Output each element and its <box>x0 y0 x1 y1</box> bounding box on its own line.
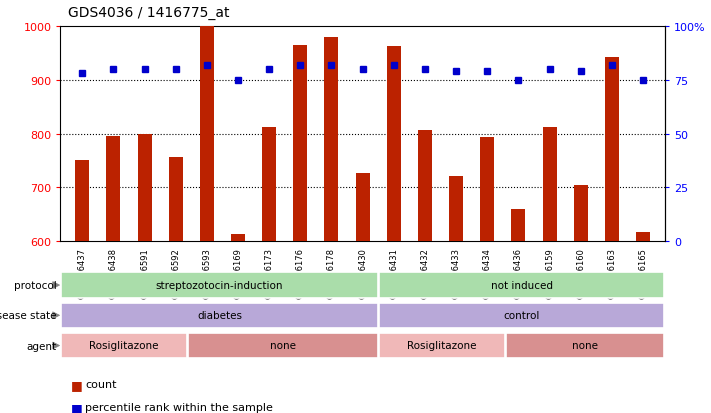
Polygon shape <box>53 342 60 349</box>
Text: disease state: disease state <box>0 311 57 320</box>
Bar <box>188 333 378 358</box>
Text: agent: agent <box>27 341 57 351</box>
Bar <box>574 185 588 242</box>
Bar <box>262 128 276 242</box>
Bar <box>61 303 378 328</box>
Text: ■: ■ <box>71 378 83 391</box>
Bar <box>511 209 525 242</box>
Text: control: control <box>503 310 540 320</box>
Bar <box>231 234 245 242</box>
Text: streptozotocin-induction: streptozotocin-induction <box>156 280 283 290</box>
Text: none: none <box>270 340 296 350</box>
Bar <box>107 137 120 242</box>
Bar <box>449 176 463 242</box>
Text: GDS4036 / 1416775_at: GDS4036 / 1416775_at <box>68 6 229 20</box>
Bar <box>506 333 664 358</box>
Text: none: none <box>572 340 598 350</box>
Text: percentile rank within the sample: percentile rank within the sample <box>85 402 273 412</box>
Bar <box>324 38 338 242</box>
Bar <box>61 333 187 358</box>
Bar <box>480 138 494 242</box>
Text: diabetes: diabetes <box>197 310 242 320</box>
Bar <box>387 47 401 242</box>
Bar <box>200 27 214 242</box>
Bar <box>379 273 664 298</box>
Text: not induced: not induced <box>491 280 552 290</box>
Bar <box>356 173 370 242</box>
Bar <box>61 273 378 298</box>
Bar <box>294 45 307 242</box>
Text: ■: ■ <box>71 401 83 413</box>
Polygon shape <box>53 312 60 319</box>
Bar <box>379 333 505 358</box>
Polygon shape <box>53 282 60 289</box>
Text: count: count <box>85 380 117 389</box>
Text: Rosiglitazone: Rosiglitazone <box>90 340 159 350</box>
Bar <box>418 131 432 242</box>
Bar <box>137 134 151 242</box>
Text: protocol: protocol <box>14 280 57 290</box>
Bar <box>169 157 183 242</box>
Bar <box>379 303 664 328</box>
Text: Rosiglitazone: Rosiglitazone <box>407 340 477 350</box>
Bar <box>636 233 650 242</box>
Bar <box>542 128 557 242</box>
Bar <box>75 161 90 242</box>
Bar <box>605 58 619 242</box>
